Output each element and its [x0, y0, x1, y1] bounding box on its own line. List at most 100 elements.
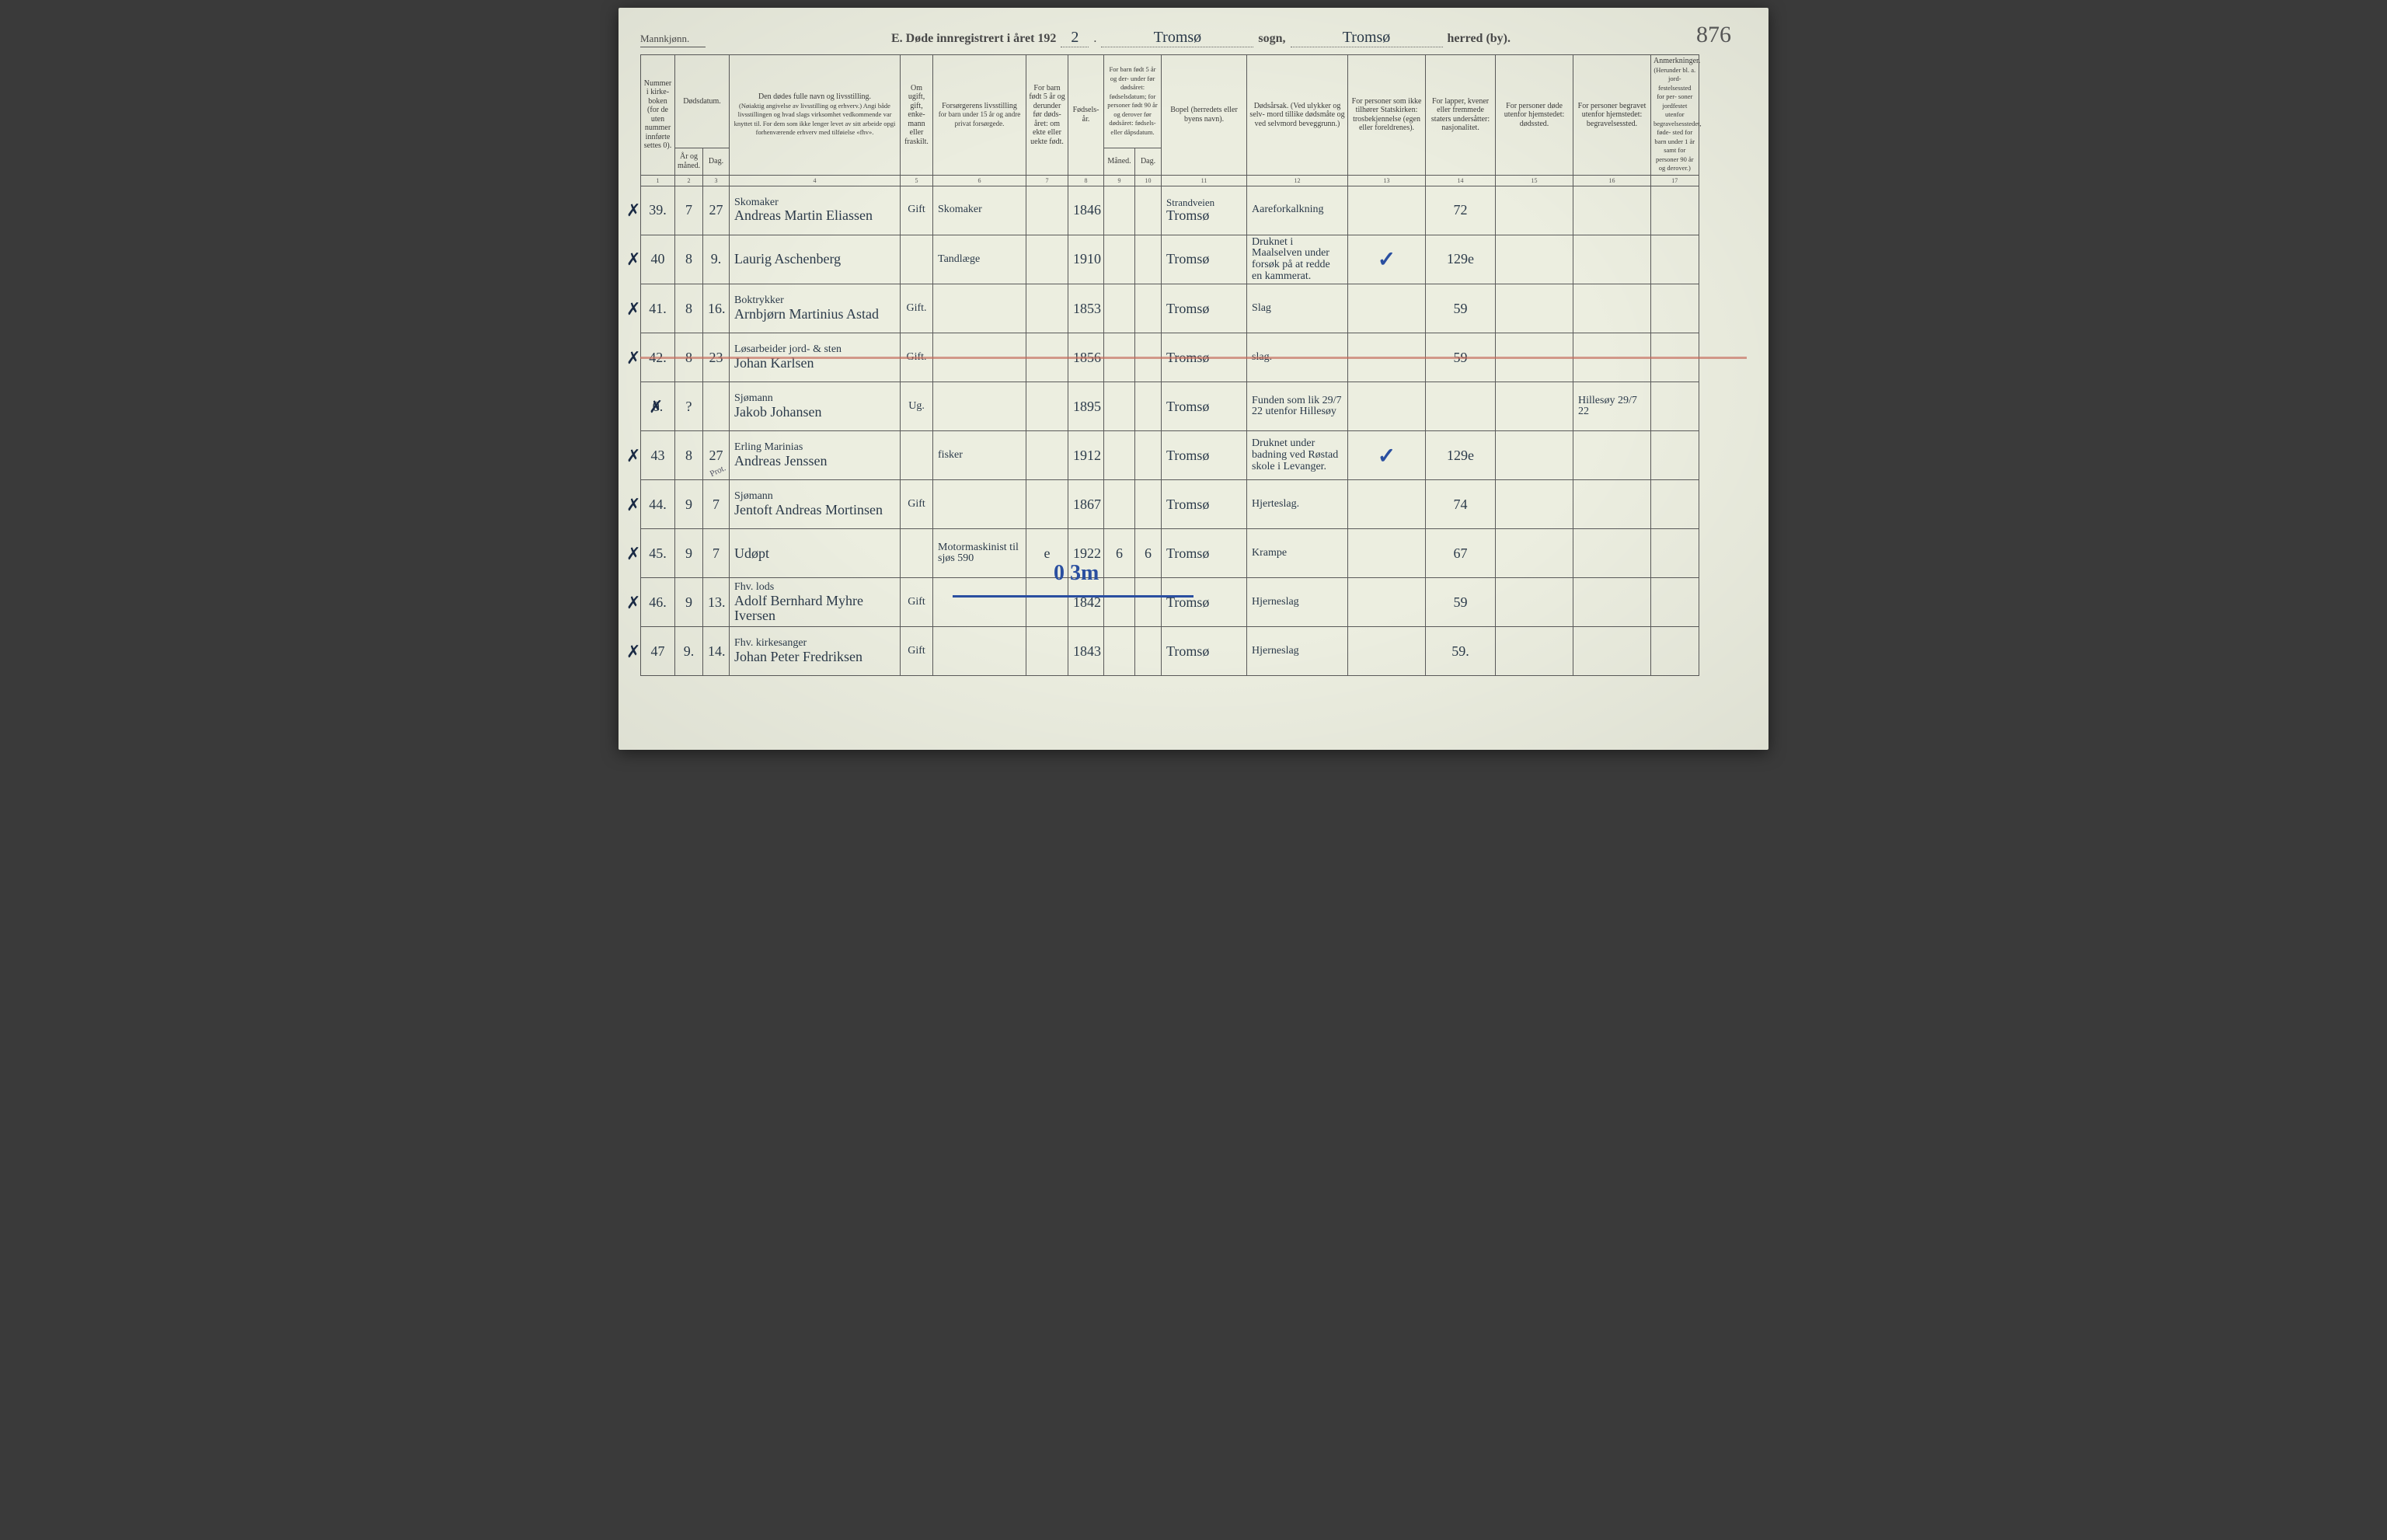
cell-bmonth [1104, 284, 1135, 333]
col4-header: Den dødes fulle navn og livsstilling. (N… [730, 55, 901, 176]
ledger-table: Nummer i kirke- boken (for de uten numme… [640, 54, 1747, 676]
cell-ekte [1026, 186, 1068, 235]
cell-ekte [1026, 431, 1068, 480]
cell-tros [1348, 480, 1426, 529]
cell-17 [1651, 480, 1699, 529]
cell-bday [1135, 284, 1162, 333]
cell-bmonth [1104, 382, 1135, 431]
page-header: Mannkjønn. E. Døde innregistrert i året … [640, 22, 1747, 48]
cell-birthyear: 1846 [1068, 186, 1104, 235]
cell-bopel: Tromsø [1162, 529, 1247, 578]
cell-bmonth [1104, 578, 1135, 627]
title-line: E. Døde innregistrert i året 192 2 . Tro… [715, 29, 1687, 47]
cell-forsorger: Skomaker [933, 186, 1026, 235]
ledger-page: Mannkjønn. E. Døde innregistrert i året … [619, 8, 1768, 750]
cell-name: SjømannJentoft Andreas Mortinsen [730, 480, 901, 529]
col16-header: For personer begravet utenfor hjemstedet… [1573, 55, 1651, 176]
cell-tros [1348, 529, 1426, 578]
cell-status: Gift. [901, 284, 933, 333]
cell-17 [1651, 186, 1699, 235]
col2b-header: Dag. [703, 148, 730, 175]
cell-14 [1426, 382, 1496, 431]
table-row: ✗0.?SjømannJakob JohansenUg.1895TromsøFu… [641, 382, 1747, 431]
cell-17 [1651, 382, 1699, 431]
col9-title: For barn født 5 år og der- under før død… [1107, 65, 1157, 136]
cell-tros [1348, 578, 1426, 627]
cell-cause: Hjerneslag [1247, 578, 1348, 627]
cell-day [703, 382, 730, 431]
cell-day: 27 [703, 186, 730, 235]
col9b-header: Dag. [1135, 148, 1162, 175]
table-body: ✗39.727SkomakerAndreas Martin EliassenGi… [641, 186, 1747, 676]
x-mark-icon: ✗ [626, 594, 640, 611]
x-mark-icon: ✗ [626, 300, 640, 318]
cell-bopel: Tromsø [1162, 627, 1247, 676]
cell-16 [1573, 186, 1651, 235]
cell-forsorger [933, 627, 1026, 676]
col12-header: Dødsårsak. (Ved ulykker og selv- mord ti… [1247, 55, 1348, 176]
cell-bday [1135, 578, 1162, 627]
column-number-row: 1 2 3 4 5 6 7 8 9 10 11 12 13 14 15 16 1… [641, 175, 1747, 186]
cell-17 [1651, 284, 1699, 333]
cell-no: ✗46. [641, 578, 675, 627]
table-row: ✗45.97UdøptMotormaskinist til sjøs 590e1… [641, 529, 1747, 578]
cell-bday [1135, 235, 1162, 284]
cell-16 [1573, 480, 1651, 529]
cell-bday [1135, 627, 1162, 676]
table-head: Nummer i kirke- boken (for de uten numme… [641, 55, 1747, 186]
table-row: ✗4089.Laurig AschenbergTandlæge1910Troms… [641, 235, 1747, 284]
cell-name: Fhv. kirkesangerJohan Peter Fredriksen [730, 627, 901, 676]
col5-header: Om ugift, gift, enke- mann eller fraskil… [901, 55, 933, 176]
sogn-value: Tromsø [1101, 29, 1253, 47]
cell-17 [1651, 235, 1699, 284]
cell-birthyear: 1867 [1068, 480, 1104, 529]
cell-month: 9 [675, 578, 703, 627]
col2a-header: År og måned. [675, 148, 703, 175]
cell-month: 9. [675, 627, 703, 676]
cell-16: Hillesøy 29/7 22 [1573, 382, 1651, 431]
cell-ekte: e [1026, 529, 1068, 578]
cell-cause: Druknet under badning ved Røstad skole i… [1247, 431, 1348, 480]
cell-status [901, 431, 933, 480]
cell-birthyear: 1895 [1068, 382, 1104, 431]
col9a-header: Måned. [1104, 148, 1135, 175]
cell-16 [1573, 284, 1651, 333]
cell-no: ✗47 [641, 627, 675, 676]
cell-14: 129e [1426, 235, 1496, 284]
cell-forsorger [933, 578, 1026, 627]
check-icon: ✓ [1378, 247, 1396, 271]
col2-header: Dødsdatum. [675, 55, 730, 148]
herred-label: herred (by). [1448, 32, 1511, 46]
cell-bopel: Tromsø [1162, 382, 1247, 431]
cell-bday [1135, 431, 1162, 480]
cell-no: ✗41. [641, 284, 675, 333]
cell-name: Laurig Aschenberg [730, 235, 901, 284]
cell-cause: Krampe [1247, 529, 1348, 578]
cell-no: ✗40 [641, 235, 675, 284]
cell-bmonth [1104, 235, 1135, 284]
cell-bopel: Tromsø [1162, 480, 1247, 529]
cell-15 [1496, 382, 1573, 431]
title-prefix: E. Døde innregistrert i året 192 [891, 32, 1056, 46]
cell-day: 7 [703, 529, 730, 578]
table-row: ✗479.14.Fhv. kirkesangerJohan Peter Fred… [641, 627, 1747, 676]
cell-name: Fhv. lodsAdolf Bernhard Myhre Iversen [730, 578, 901, 627]
cell-status [901, 529, 933, 578]
cell-day: 14. [703, 627, 730, 676]
x-mark-icon: ✗ [649, 398, 663, 416]
cell-14: 59. [1426, 627, 1496, 676]
col4-sub: (Nøiaktig angivelse av livsstilling og e… [734, 102, 896, 137]
cell-15 [1496, 627, 1573, 676]
col17-sub: (Herunder bl. a. jord- festelsessted for… [1653, 66, 1702, 172]
cell-16 [1573, 529, 1651, 578]
cell-14: 67 [1426, 529, 1496, 578]
cell-ekte [1026, 627, 1068, 676]
cell-bday: 6 [1135, 529, 1162, 578]
cell-no: ✗39. [641, 186, 675, 235]
cell-birthyear: 1853 [1068, 284, 1104, 333]
cell-15 [1496, 578, 1573, 627]
col13-header: For personer som ikke tilhører Statskirk… [1348, 55, 1426, 176]
cell-status: Gift [901, 578, 933, 627]
cell-15 [1496, 431, 1573, 480]
table-row: ✗43827Prot.Erling MariniasAndreas Jensse… [641, 431, 1747, 480]
